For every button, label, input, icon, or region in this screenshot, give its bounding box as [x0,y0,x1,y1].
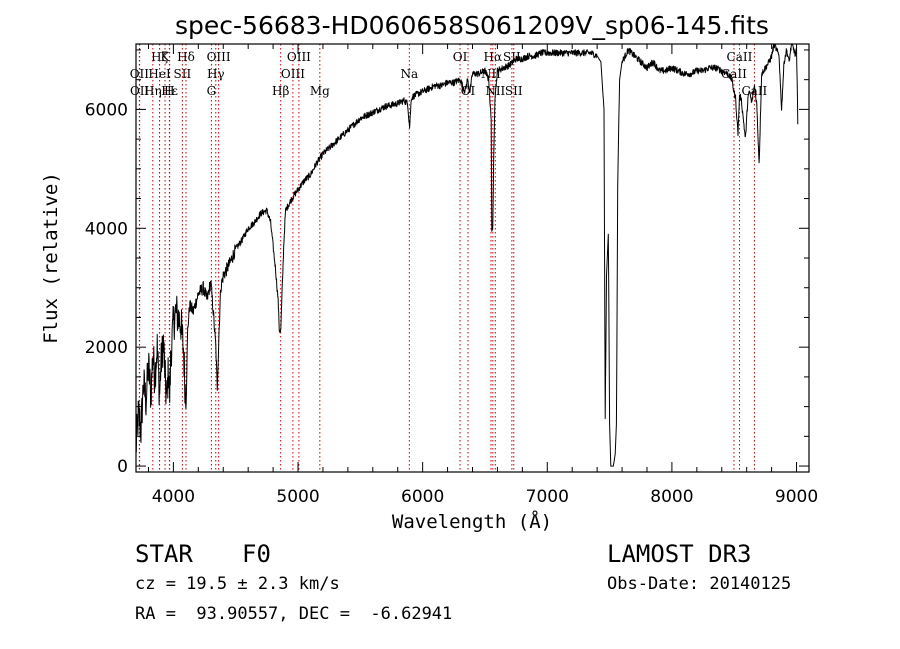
line-label-SII-6731: SII [505,84,523,98]
line-label-CaII-8498: CaII [721,67,747,81]
x-axis-label: Wavelength (Å) [392,510,552,533]
line-label-K: K [161,50,171,64]
line-label-Ha: Hα [484,50,503,64]
line-label-He: Hε [161,84,178,98]
x-tick-label: 7000 [526,487,569,507]
redshift-velocity: cz = 19.5 ± 2.3 km/s [135,574,340,594]
y-tick-label: 0 [117,457,128,477]
chart-title: spec-56683-HD060658S061209V_sp06-145.fit… [175,11,769,40]
line-label-Na: Na [400,67,418,81]
axis-tick-labels: 4000 5000 6000 7000 8000 9000 0 2000 4000 6000 [85,100,818,507]
line-label-H: H [164,84,174,98]
y-axis-label: Flux (relative) [40,172,62,344]
y-tick-label: 4000 [85,219,128,239]
line-label-OIII-4363: OIII [207,50,231,64]
line-label-Hg: Hγ [207,67,225,81]
line-label-G: G [207,84,217,98]
observation-date: Obs-Date: 20140125 [607,574,792,594]
line-label-OIII-5007: OIII [287,50,311,64]
object-class: STAR [135,540,193,568]
plot-frame [135,43,810,473]
x-tick-label: 5000 [276,487,319,507]
line-label-Hd: Hδ [177,50,195,64]
line-label-OII-3727: OII [130,67,150,81]
line-label-OI-6364: OI [461,84,476,98]
x-tick-label: 8000 [650,487,693,507]
line-label-HeI: HeI [148,67,171,81]
y-tick-label: 2000 [85,338,128,358]
line-label-OII-3729: OII [130,84,150,98]
line-label-OIII-4959: OIII [281,67,305,81]
line-label-SII-6716: SII [503,50,521,64]
x-tick-label: 9000 [775,487,818,507]
object-subclass: F0 [242,540,271,568]
line-label-SII-4072: SII [174,67,192,81]
sky-coordinates: RA = 93.90557, DEC = -6.62941 [135,604,453,624]
survey-name: LAMOST DR3 [607,540,752,568]
line-label-Hb: Hβ [272,84,289,98]
axis-ticks [136,44,809,472]
x-tick-label: 4000 [152,487,195,507]
line-label-CaII-8542: CaII [727,50,753,64]
y-tick-label: 6000 [85,100,128,120]
line-label-OI-6300: OI [453,50,468,64]
line-label-Hh: Hη [144,84,162,98]
line-label-Mg: Mg [310,84,330,98]
spectrum-line [135,43,799,467]
spectrum-layer [135,43,799,467]
x-tick-label: 6000 [401,487,444,507]
